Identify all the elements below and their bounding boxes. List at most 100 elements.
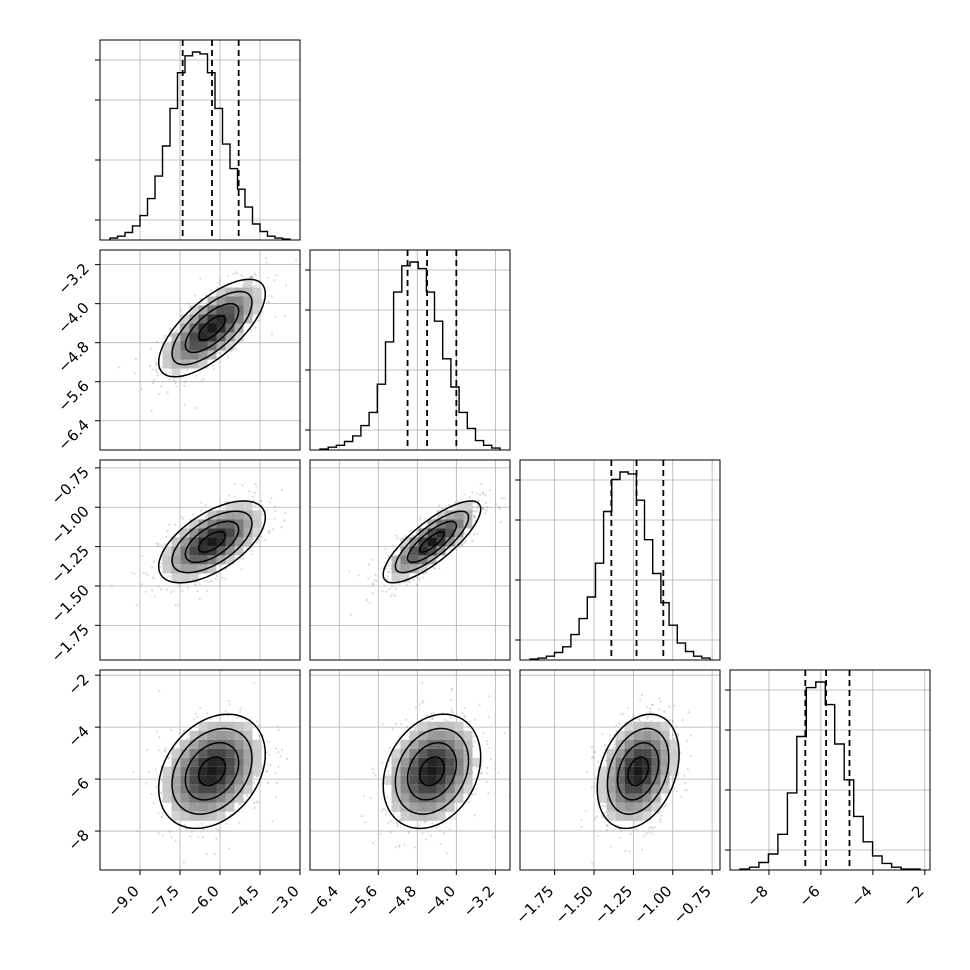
scatter-point <box>407 830 410 833</box>
scatter-point <box>618 722 621 725</box>
density-cell <box>225 555 235 565</box>
density-cell <box>171 802 181 812</box>
density-cell <box>409 546 419 556</box>
scatter-point <box>381 810 384 813</box>
scatter-point <box>601 733 604 736</box>
density-cell <box>207 721 217 731</box>
scatter-point <box>404 718 408 721</box>
scatter-point <box>434 567 437 570</box>
scatter-point <box>396 537 399 540</box>
density-cell <box>207 519 217 529</box>
scatter-point <box>253 806 256 810</box>
scatter-point <box>183 729 186 732</box>
x-tick-label: −3.2 <box>460 882 498 920</box>
x-tick-label: −2 <box>899 882 927 910</box>
density-cell <box>216 546 226 556</box>
density-cell <box>642 793 652 803</box>
density-cell <box>225 332 235 342</box>
scatter-point <box>150 792 153 795</box>
scatter-point <box>592 785 596 788</box>
density-cell <box>427 748 437 758</box>
scatter-point <box>155 340 159 343</box>
x-tick-label: −4.8 <box>382 882 420 920</box>
scatter-point <box>164 334 167 337</box>
density-cell <box>198 528 208 538</box>
scatter-points <box>118 257 298 413</box>
scatter-point <box>147 771 150 774</box>
histogram-panel-3 <box>725 669 931 871</box>
scatter-point <box>473 792 477 795</box>
scatter-point <box>620 830 623 833</box>
scatter-point <box>250 549 253 552</box>
scatter-point <box>254 483 257 486</box>
scatter-point <box>443 718 446 721</box>
scatter-point <box>385 813 388 816</box>
density-cell <box>162 793 172 803</box>
scatter-point <box>622 713 625 716</box>
scatter-point <box>274 772 277 775</box>
density-cell <box>234 739 244 749</box>
scatter-point <box>686 789 689 792</box>
scatter-point <box>429 834 433 837</box>
scatter-point <box>273 279 276 282</box>
scatter-point <box>398 844 401 847</box>
y-tick-label: −2 <box>64 670 92 698</box>
scatter-point <box>612 746 615 749</box>
scatter-point <box>603 744 607 747</box>
density-cell <box>418 528 428 538</box>
scatter-point <box>174 330 177 333</box>
scatter-point <box>635 718 638 721</box>
density-cell <box>234 323 244 333</box>
scatter-point <box>391 727 394 731</box>
scatter-point <box>479 772 482 775</box>
scatter-point <box>164 543 167 546</box>
density-cell <box>252 757 262 767</box>
density-cell <box>633 802 643 812</box>
scatter-point <box>208 580 211 584</box>
density-cell <box>189 350 199 360</box>
scatter-point <box>268 529 271 533</box>
scatter-point <box>177 585 180 588</box>
scatter-point <box>441 711 444 714</box>
density-cell <box>198 341 208 351</box>
density-cell <box>207 802 217 812</box>
scatter-point <box>270 333 274 336</box>
scatter-point <box>200 822 203 825</box>
scatter-point <box>675 726 678 729</box>
scatter-point <box>151 576 154 579</box>
density-cell <box>606 802 616 812</box>
density-cell <box>171 350 181 360</box>
density-cell <box>234 528 244 538</box>
scatter-point <box>193 718 196 721</box>
scatter-point <box>646 717 649 720</box>
density-cell <box>463 784 473 794</box>
density-cell <box>225 528 235 538</box>
density-cell <box>391 555 401 565</box>
density-cell <box>597 784 607 794</box>
scatter-point <box>218 281 221 284</box>
scatter-point <box>205 514 208 517</box>
density-cell <box>436 766 446 776</box>
scatter-point <box>449 716 452 719</box>
scatter-point <box>493 768 496 771</box>
scatter-point <box>149 347 152 350</box>
scatter-point <box>472 509 475 512</box>
scatter-point <box>592 756 595 759</box>
scatter-point <box>684 782 687 785</box>
scatter-point <box>442 831 445 835</box>
scatter-panel-1-3 <box>309 669 511 871</box>
density-cell <box>198 314 208 324</box>
density-cell <box>216 766 226 776</box>
density-cell <box>382 775 392 785</box>
scatter-point <box>269 763 272 767</box>
density-cell <box>463 730 473 740</box>
scatter-point <box>451 711 454 714</box>
contour-line <box>419 530 445 553</box>
density-cell <box>189 546 199 556</box>
density-cell <box>615 775 625 785</box>
density-cell <box>463 775 473 785</box>
density-cell <box>243 739 253 749</box>
density-cell <box>216 730 226 740</box>
scatter-point <box>160 779 163 782</box>
scatter-point <box>284 284 288 287</box>
